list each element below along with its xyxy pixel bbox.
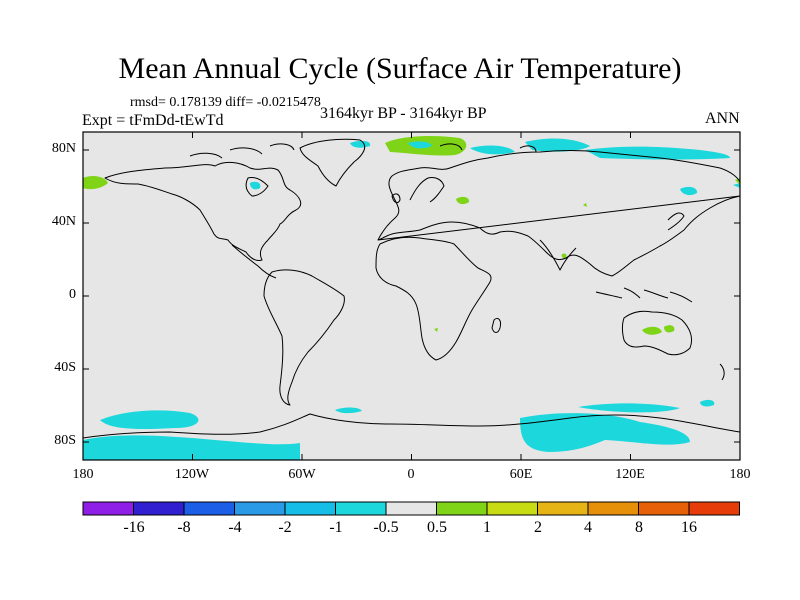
season-label: ANN [705,110,740,127]
coastline-scandinavia [409,177,445,203]
period-label: 3164kyr BP - 3164kyr BP [320,105,487,122]
anomaly-patch [700,399,715,407]
colorbar-label: 0.5 [427,519,447,536]
coastline-greenland [299,138,366,187]
anomaly-patch [583,203,587,207]
anomaly-patch [561,253,567,259]
anomaly-patch [578,403,680,413]
axis-ticks [82,132,741,460]
lon-label-120w: 120W [174,467,210,482]
anomaly-patch [83,435,300,460]
anomaly-patch [664,325,675,333]
colorbar-label: 16 [681,519,697,536]
coastline-central-america [231,244,277,279]
coastline-arctic-islands [189,143,537,159]
lon-label-180e: 180 [729,467,751,482]
anomaly-patch [470,145,515,155]
lat-label-40s: 40S [54,360,76,375]
lon-label-60e: 60E [509,467,533,482]
colorbar-box [486,501,538,516]
coastline-british-isles [391,193,401,204]
coastline-australia [622,310,693,356]
coastline-north-america [104,161,302,261]
lon-label-180w: 180 [72,467,94,482]
colorbar-box [183,501,235,516]
map-title: Mean Annual Cycle (Surface Air Temperatu… [118,52,682,85]
lon-label-60w: 60W [288,467,316,482]
anomaly-patch [100,410,199,430]
colorbar-label: -16 [123,519,145,536]
colorbar-box [587,501,639,516]
colorbar-label: 4 [584,519,592,536]
anomaly-patch [642,326,662,335]
colorbar-box [385,501,437,516]
colorbar-box [82,501,134,516]
colorbar-box [436,501,488,516]
colorbar-label: -1 [329,519,343,536]
colorbar-box [537,501,589,516]
coastlines [82,138,741,439]
colorbar-box [638,501,690,516]
colorbar-label: -0.5 [373,519,399,536]
anomaly-patch [335,407,362,414]
anomaly-patch [350,140,371,148]
colorbar-box [234,501,286,516]
anomaly-patch [585,146,730,160]
lon-label-120e: 120E [615,467,645,482]
rmsd-diff-stats: rmsd= 0.178139 diff= -0.0215478 [130,95,321,110]
colorbar-box [688,501,740,516]
colorbar-label: 2 [534,519,542,536]
anomaly-patch [456,196,470,205]
coastline-south-america [263,269,345,406]
anomaly-patch [525,138,590,152]
anomaly-patch [680,186,698,196]
anomaly-patch [733,183,740,188]
colorbar-label: -2 [278,519,292,536]
colorbar [82,501,740,516]
coastline-madagascar [491,317,501,333]
anomaly-shading [83,135,740,460]
colorbar-label: 8 [635,519,643,536]
lon-label-0: 0 [407,467,415,482]
anomaly-patch [250,181,261,190]
coastline-africa [375,236,492,361]
colorbar-box [133,501,185,516]
lat-label-40n: 40N [51,214,76,229]
coastline-japan [667,212,685,231]
colorbar-box [335,501,387,516]
anomaly-patch [434,328,438,332]
colorbar-box [284,501,336,516]
coastline-antarctica [82,413,741,439]
colorbar-label: 1 [483,519,491,536]
lat-label-80n: 80N [51,141,76,156]
colorbar-label: -4 [228,519,242,536]
anomaly-patch [83,175,108,190]
coastline-hudson-bay [245,177,269,197]
experiment-label: Expt = tFmDd-tEwTd [82,112,224,129]
colorbar-label: -8 [177,519,191,536]
anomaly-patch [408,141,432,149]
coastline-india [539,239,577,271]
coastline-indonesia [595,287,693,303]
anomaly-patch [520,413,690,452]
coastline-new-zealand [719,363,725,381]
lat-label-0: 0 [69,287,76,302]
lat-label-80s: 80S [54,433,76,448]
